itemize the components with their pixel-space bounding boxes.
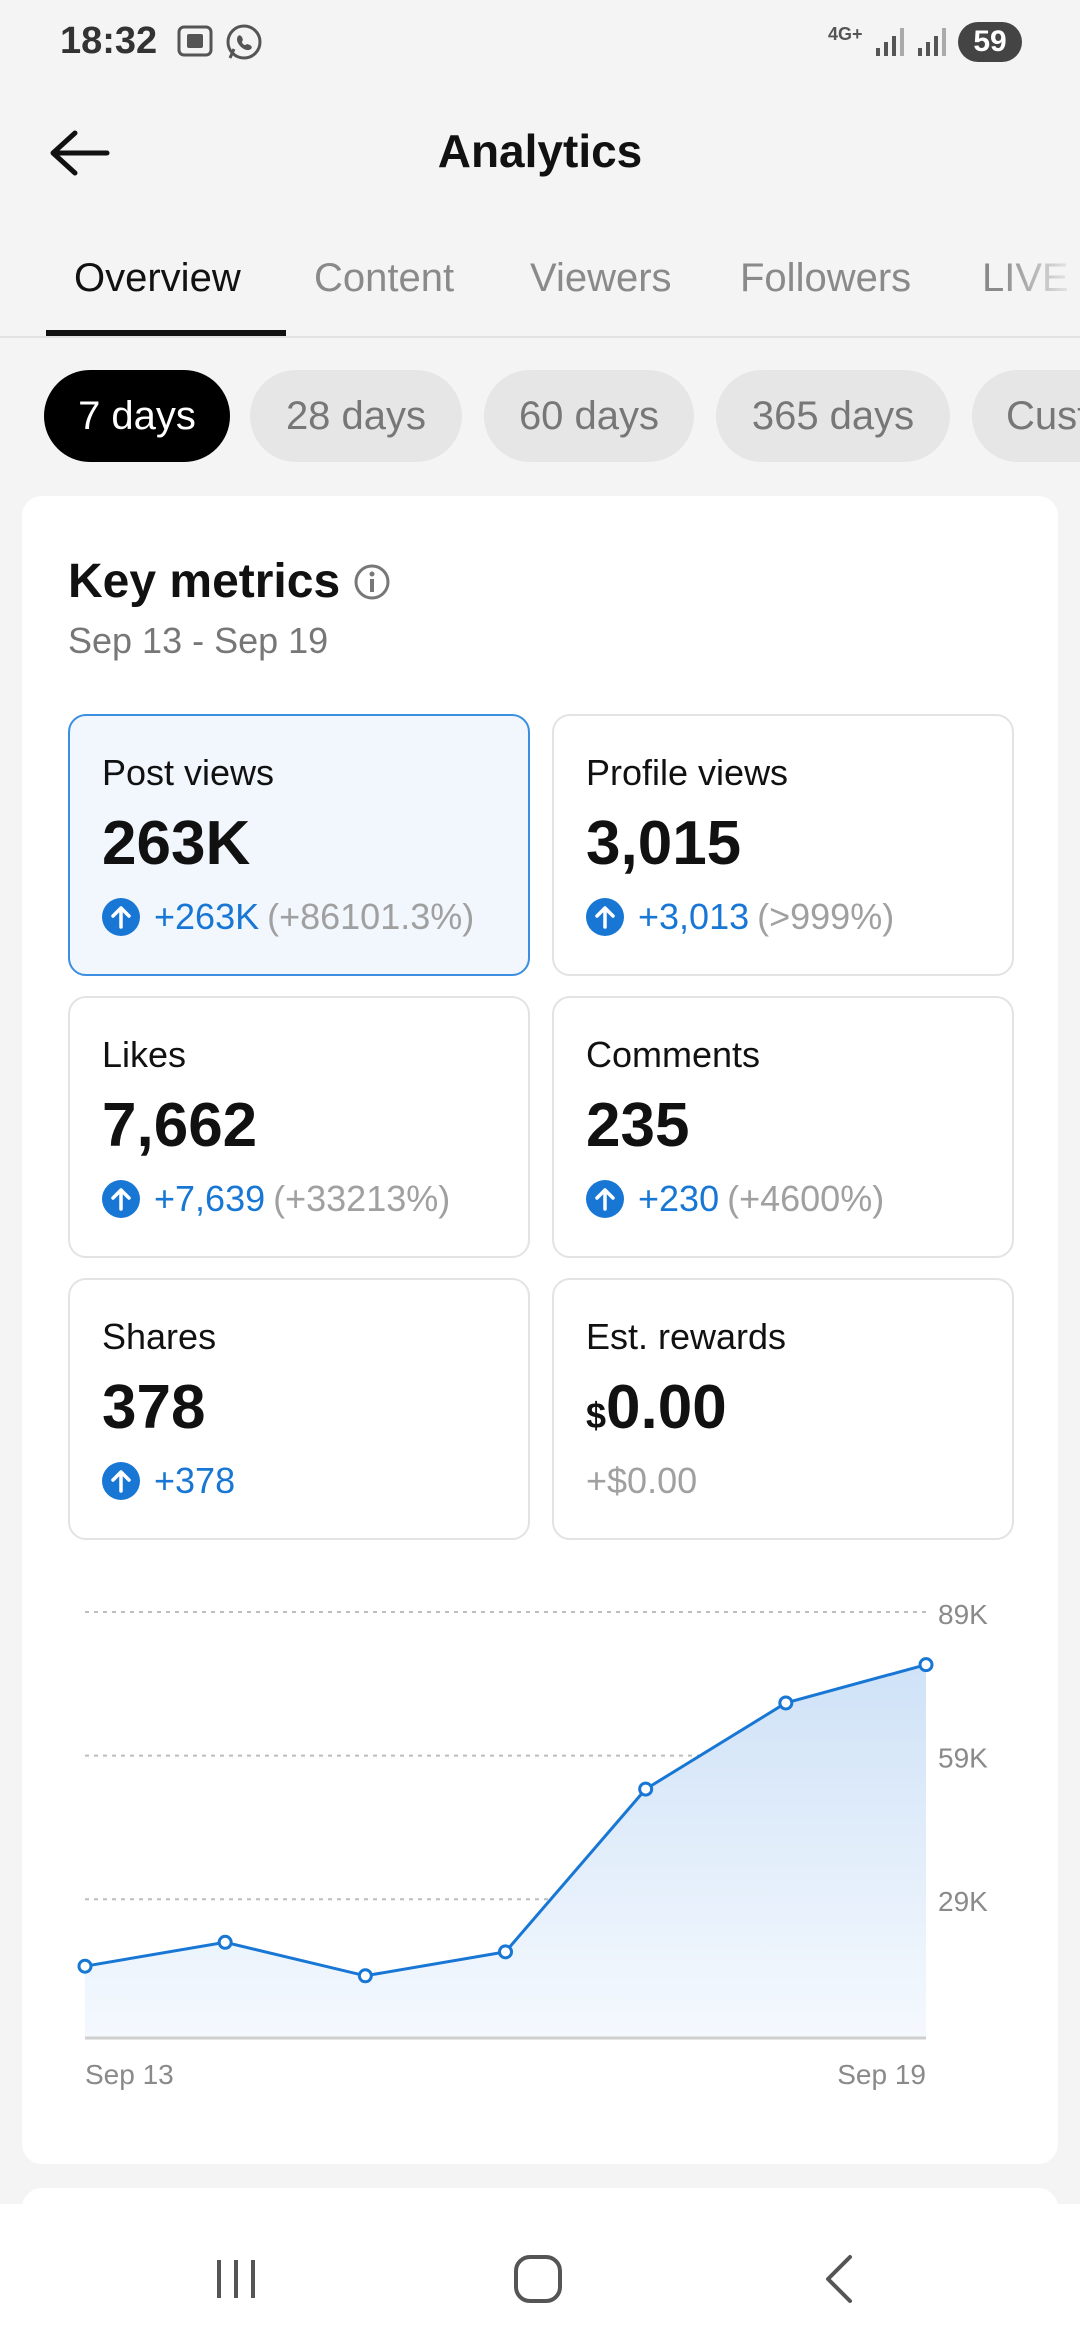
up-arrow-icon — [102, 1462, 140, 1500]
page-title: Analytics — [437, 125, 643, 177]
chip-7-days[interactable]: 7 days — [44, 370, 230, 462]
back-button[interactable] — [44, 118, 114, 188]
recent-apps-button[interactable] — [196, 2244, 276, 2314]
metric-delta: +$0.00 — [586, 1460, 698, 1501]
y-tick-label: 29K — [938, 1886, 988, 1917]
tab-overview[interactable]: Overview — [74, 256, 241, 300]
metric-value: 7,662 — [102, 1091, 258, 1160]
metric-delta: +7,639 — [154, 1178, 266, 1219]
metric-percent: (+33213%) — [273, 1178, 451, 1219]
chip-28-days[interactable]: 28 days — [250, 370, 462, 462]
metric-change: +230 (+4600%) — [586, 1178, 884, 1220]
status-time: 18:32 — [60, 20, 158, 62]
date-range-chips: 7 days 28 days 60 days 365 days Custom — [0, 370, 1080, 466]
network-type-icon: 4G+ — [828, 24, 863, 44]
info-icon[interactable] — [352, 562, 392, 607]
metric-change: +3,013 (>999%) — [586, 896, 894, 938]
back-chevron-icon — [826, 2255, 852, 2303]
metric-likes[interactable]: Likes 7,662 +7,639 (+33213%) — [68, 996, 530, 1258]
back-arrow-icon — [50, 130, 110, 176]
metric-label: Shares — [102, 1316, 217, 1357]
key-metrics-card: Key metrics Sep 13 - Sep 19 Post views 2… — [22, 496, 1058, 2164]
post-views-chart: 89K 59K 29K Sep 13 Sep 19 — [22, 1556, 1058, 2116]
up-arrow-icon — [102, 898, 140, 936]
tab-content[interactable]: Content — [314, 256, 455, 300]
chip-custom[interactable]: Custom — [972, 370, 1080, 462]
metric-value: 263K — [102, 809, 251, 878]
recent-apps-icon — [217, 2260, 255, 2298]
up-arrow-icon — [586, 1180, 624, 1218]
active-tab-indicator — [46, 330, 286, 336]
chart-data-point — [778, 1695, 794, 1711]
home-button[interactable] — [498, 2244, 578, 2314]
back-nav-button[interactable] — [800, 2244, 880, 2314]
metric-profile-views[interactable]: Profile views 3,015 +3,013 (>999%) — [552, 714, 1014, 976]
key-metrics-title: Key metrics — [68, 555, 341, 608]
signal-icon — [872, 24, 908, 65]
x-tick-label: Sep 13 — [85, 2059, 174, 2090]
chart-data-point — [498, 1944, 513, 1960]
metric-change: +7,639 (+33213%) — [102, 1178, 450, 1220]
status-bar: 18:32 4G+ 59 — [0, 0, 1080, 84]
chip-365-days[interactable]: 365 days — [716, 370, 950, 462]
screenshot-icon — [176, 22, 214, 65]
up-arrow-icon — [586, 898, 624, 936]
metric-label: Post views — [102, 752, 275, 793]
chart-data-point — [638, 1781, 654, 1797]
metric-change: +263K (+86101.3%) — [102, 896, 474, 938]
metric-delta: +378 — [154, 1460, 236, 1501]
metric-post-views[interactable]: Post views 263K +263K (+86101.3%) — [68, 714, 530, 976]
chart-data-point — [357, 1968, 373, 1984]
x-tick-label: Sep 19 — [837, 2059, 926, 2090]
y-tick-label: 89K — [938, 1599, 988, 1630]
metric-value: 235 — [586, 1091, 690, 1160]
chart-area — [85, 1664, 926, 2038]
home-icon — [514, 2255, 562, 2303]
chart-svg: 89K 59K 29K Sep 13 Sep 19 — [77, 1599, 988, 2090]
metric-value-number: 0.00 — [606, 1373, 727, 1442]
metric-value: $0.00 — [586, 1372, 727, 1443]
tab-viewers[interactable]: Viewers — [530, 256, 672, 300]
metric-label: Comments — [586, 1034, 761, 1075]
metric-shares[interactable]: Shares 378 +378 — [68, 1278, 530, 1540]
metric-label: Profile views — [586, 752, 789, 793]
metric-percent: (>999%) — [757, 896, 895, 937]
metric-change: +378 — [102, 1460, 235, 1502]
currency-symbol: $ — [586, 1395, 607, 1436]
system-navigation-bar — [0, 2204, 1080, 2340]
chart-data-point — [217, 1934, 233, 1950]
metric-label: Est. rewards — [586, 1316, 787, 1357]
chip-custom-label: Custom — [1006, 393, 1080, 438]
metric-value: 3,015 — [586, 809, 742, 878]
metric-label: Likes — [102, 1034, 187, 1075]
tab-followers[interactable]: Followers — [740, 256, 912, 300]
metric-est-rewards[interactable]: Est. rewards $0.00 +$0.00 — [552, 1278, 1014, 1540]
up-arrow-icon — [102, 1180, 140, 1218]
metric-delta: +263K — [154, 896, 260, 937]
metric-comments[interactable]: Comments 235 +230 (+4600%) — [552, 996, 1014, 1258]
metric-percent: (+86101.3%) — [267, 896, 475, 937]
chart-data-point — [77, 1958, 93, 1974]
metric-change: +$0.00 — [586, 1460, 697, 1502]
metric-value: 378 — [102, 1373, 206, 1442]
whatsapp-icon — [224, 22, 264, 67]
signal-icon-2 — [914, 24, 950, 65]
app-header: Analytics — [0, 84, 1080, 220]
chip-60-days[interactable]: 60 days — [484, 370, 694, 462]
battery-indicator: 59 — [958, 22, 1022, 62]
chart-data-point — [918, 1657, 934, 1673]
tabs-fade — [1000, 230, 1080, 336]
analytics-tabs: Overview Content Viewers Followers LIVE — [0, 230, 1080, 338]
metric-delta: +230 — [638, 1178, 720, 1219]
metric-percent: (+4600%) — [727, 1178, 885, 1219]
date-range-label: Sep 13 - Sep 19 — [68, 620, 329, 661]
metric-delta: +3,013 — [638, 896, 750, 937]
y-tick-label: 59K — [938, 1743, 988, 1774]
